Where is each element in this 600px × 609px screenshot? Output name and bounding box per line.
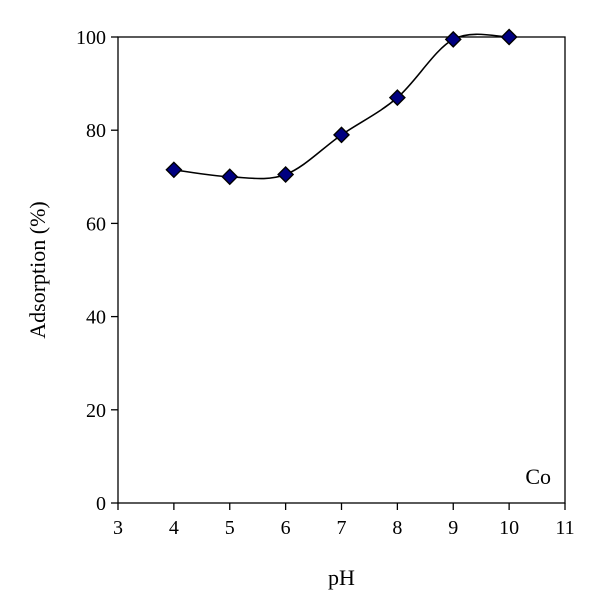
data-point <box>500 28 518 46</box>
x-tick-label: 3 <box>113 517 123 539</box>
data-point <box>333 126 350 144</box>
x-tick-label: 10 <box>499 517 519 539</box>
x-tick-label: 4 <box>169 517 179 539</box>
x-tick-label: 9 <box>448 517 458 539</box>
data-point <box>388 89 406 107</box>
x-tick-label: 7 <box>337 517 347 539</box>
y-tick-label: 60 <box>86 213 106 235</box>
data-point <box>165 161 183 179</box>
y-axis-title: Adsorption (%) <box>25 201 50 338</box>
series-curve <box>173 33 510 180</box>
x-tick-label: 6 <box>281 517 291 539</box>
plot-frame <box>117 36 566 504</box>
x-axis-title: pH <box>328 565 355 590</box>
x-tick-label: 8 <box>392 517 402 539</box>
data-point <box>444 30 462 48</box>
data-point <box>221 168 239 186</box>
x-axis-ticks: 3 4 5 6 7 8 9 10 11 <box>113 503 575 539</box>
y-tick-label: 20 <box>86 400 106 422</box>
y-tick-label: 40 <box>86 307 106 329</box>
y-tick-label: 0 <box>96 493 106 515</box>
y-tick-label: 100 <box>76 27 106 49</box>
data-point <box>277 165 295 183</box>
series-points <box>165 28 518 186</box>
y-tick-label: 80 <box>86 120 106 142</box>
annotation-co: Co <box>525 464 551 489</box>
y-axis-ticks: 0 20 40 60 80 100 <box>76 27 118 515</box>
x-tick-label: 11 <box>555 517 574 539</box>
x-tick-label: 5 <box>225 517 235 539</box>
